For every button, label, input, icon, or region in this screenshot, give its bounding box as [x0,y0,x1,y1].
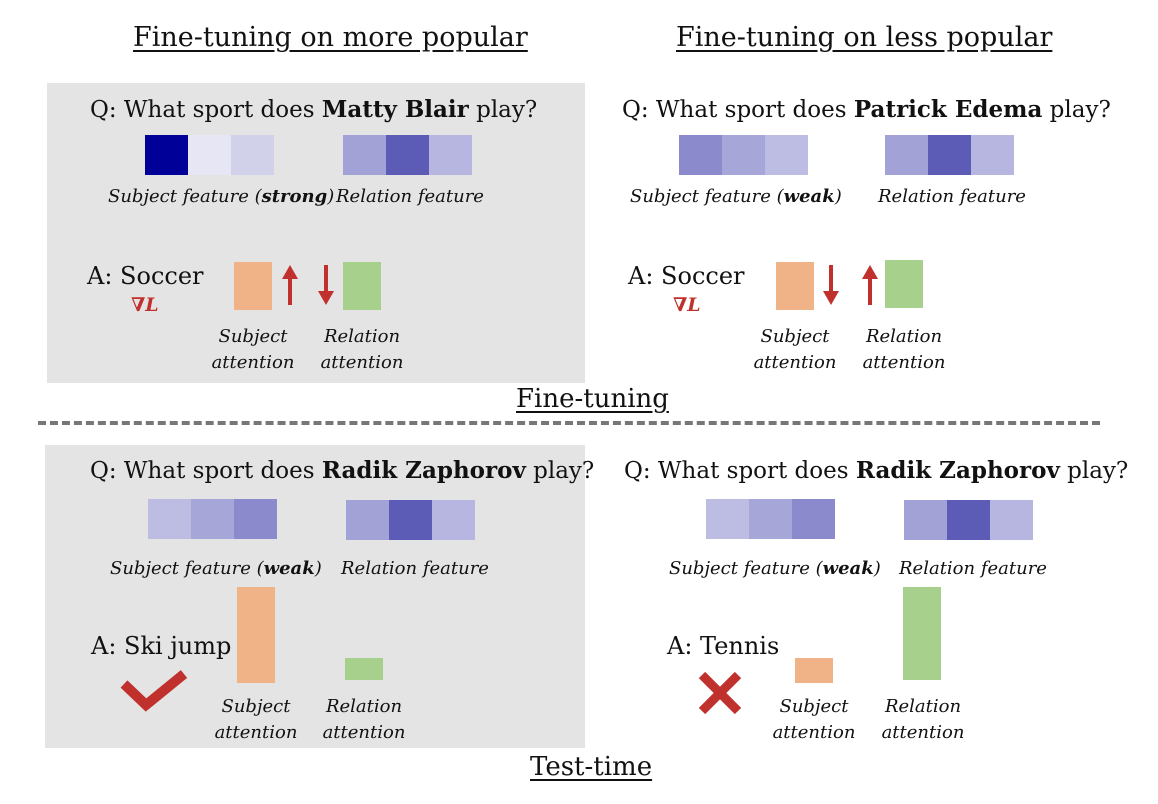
feature-cell [191,499,234,539]
feature-cell [765,135,808,175]
feature-cell [188,135,231,175]
subject-attention-bar [776,262,814,310]
title-more-popular: Fine-tuning on more popular [133,22,528,53]
relation-feature-caption: Relation feature [899,558,1047,579]
subject-attention-caption: Subject attention [211,326,295,373]
subject-attention-caption: Subject attention [753,326,837,373]
feature-cell [148,499,191,539]
feature-cell [706,499,749,539]
relation-feature-caption: Relation feature [341,558,489,579]
section-divider [38,421,1100,425]
relation-attention-bar [345,658,383,680]
gradient-symbol: ∇L [673,294,701,316]
feature-cell [928,135,971,175]
section-label-fine-tuning: Fine-tuning [516,384,669,414]
feature-cell [343,135,386,175]
relation-feature-caption: Relation feature [878,186,1026,207]
check-icon [120,670,188,712]
feature-cell [389,500,432,540]
entity-name: Radik Zaphorov [855,457,1060,484]
arrow-up-icon [862,265,878,305]
subject-attention-caption: Subject attention [772,696,856,743]
cross-icon [698,671,742,715]
entity-name: Radik Zaphorov [321,457,526,484]
feature-cell [904,500,947,540]
subject-feature-caption: Subject feature (weak) [110,558,322,579]
subject-attention-bar [795,658,833,683]
arrow-up-icon [282,265,298,305]
feature-cell [792,499,835,539]
subject-feature-cells [148,499,277,539]
feature-cell [346,500,389,540]
relation-attention-bar [903,587,941,680]
relation-feature-caption: Relation feature [336,186,484,207]
subject-feature-caption: Subject feature (weak) [669,558,881,579]
relation-attention-caption: Relation attention [862,326,946,373]
subject-feature-cells [706,499,835,539]
entity-name: Matty Blair [321,96,469,123]
feature-cell [722,135,765,175]
relation-attention-bar [343,262,381,310]
relation-feature-cells [343,135,472,175]
panel-finetune-popular [47,83,585,383]
feature-cell [885,135,928,175]
relation-feature-cells [904,500,1033,540]
relation-attention-caption: Relation attention [881,696,965,743]
question-text: Q: What sport does Radik Zaphorov play? [90,457,595,484]
relation-attention-caption: Relation attention [322,696,406,743]
answer-text: A: Ski jump [91,632,232,660]
subject-attention-caption: Subject attention [214,696,298,743]
feature-cell [679,135,722,175]
feature-cell [990,500,1033,540]
subject-feature-cells [145,135,274,175]
feature-cell [971,135,1014,175]
answer-text: A: Soccer [628,262,745,290]
feature-cell [429,135,472,175]
arrow-down-icon [823,265,839,305]
feature-cell [386,135,429,175]
subject-feature-cells [679,135,808,175]
feature-cell [231,135,274,175]
relation-attention-caption: Relation attention [320,326,404,373]
answer-text: A: Soccer [87,262,204,290]
question-text: Q: What sport does Radik Zaphorov play? [624,457,1129,484]
feature-cell [234,499,277,539]
subject-attention-bar [237,587,275,683]
relation-feature-cells [346,500,475,540]
section-label-test-time: Test-time [530,752,653,782]
entity-name: Patrick Edema [853,96,1043,123]
feature-cell [749,499,792,539]
subject-feature-caption: Subject feature (weak) [630,186,842,207]
feature-cell [432,500,475,540]
gradient-symbol: ∇L [131,294,159,316]
question-text: Q: What sport does Patrick Edema play? [622,96,1111,123]
question-text: Q: What sport does Matty Blair play? [90,96,538,123]
relation-attention-bar [885,260,923,308]
subject-attention-bar [234,262,272,310]
title-less-popular: Fine-tuning on less popular [676,22,1053,53]
subject-feature-caption: Subject feature (strong) [108,186,335,207]
feature-cell [947,500,990,540]
arrow-down-icon [318,265,334,305]
feature-cell [145,135,188,175]
answer-text: A: Tennis [667,632,780,660]
relation-feature-cells [885,135,1014,175]
